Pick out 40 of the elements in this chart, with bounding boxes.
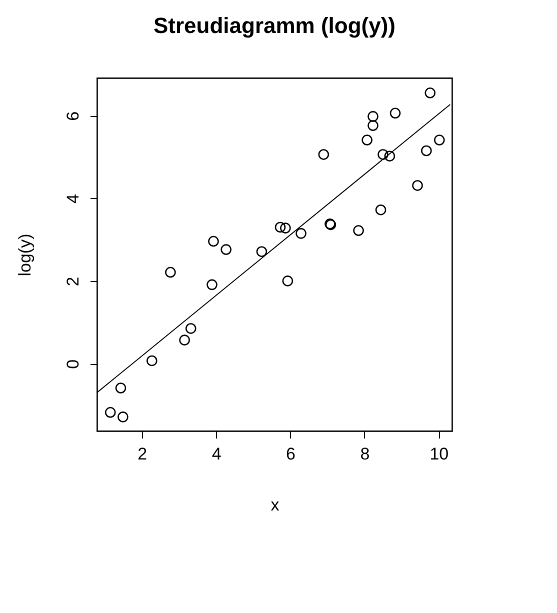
point [179, 334, 190, 346]
point [220, 244, 232, 255]
x-tick-label: 8 [360, 444, 370, 464]
point [318, 149, 330, 160]
x-tick-label: 4 [212, 444, 222, 464]
point [146, 355, 158, 366]
point [421, 145, 432, 156]
point [384, 150, 396, 162]
x-tick-label: 10 [430, 444, 449, 464]
point [368, 111, 378, 122]
x-tick-label: 2 [138, 444, 148, 464]
y-tick-label: 6 [64, 111, 82, 121]
point [104, 407, 116, 418]
point [274, 222, 286, 233]
y-tick-label: 2 [64, 276, 82, 286]
y-tick-label: 4 [64, 194, 82, 204]
point [206, 279, 218, 290]
point [368, 120, 378, 131]
point [434, 134, 445, 146]
point [165, 266, 176, 278]
chart-title: Streudiagramm (log(y)) [153, 13, 396, 38]
y-axis-title: log(y) [16, 234, 34, 276]
x-tick-label: 6 [286, 444, 296, 464]
point [378, 149, 388, 160]
point [115, 382, 126, 394]
point [353, 225, 364, 236]
point [375, 204, 386, 216]
x-axis-title: x [270, 496, 280, 514]
point [208, 236, 219, 247]
point [390, 108, 401, 119]
point [280, 222, 291, 234]
point [185, 323, 196, 334]
y-tick-label: 0 [64, 359, 82, 369]
point [296, 228, 306, 239]
point [362, 134, 372, 146]
point [424, 87, 436, 98]
point [256, 246, 268, 257]
point [282, 276, 294, 286]
point [412, 180, 423, 191]
point [118, 412, 128, 422]
